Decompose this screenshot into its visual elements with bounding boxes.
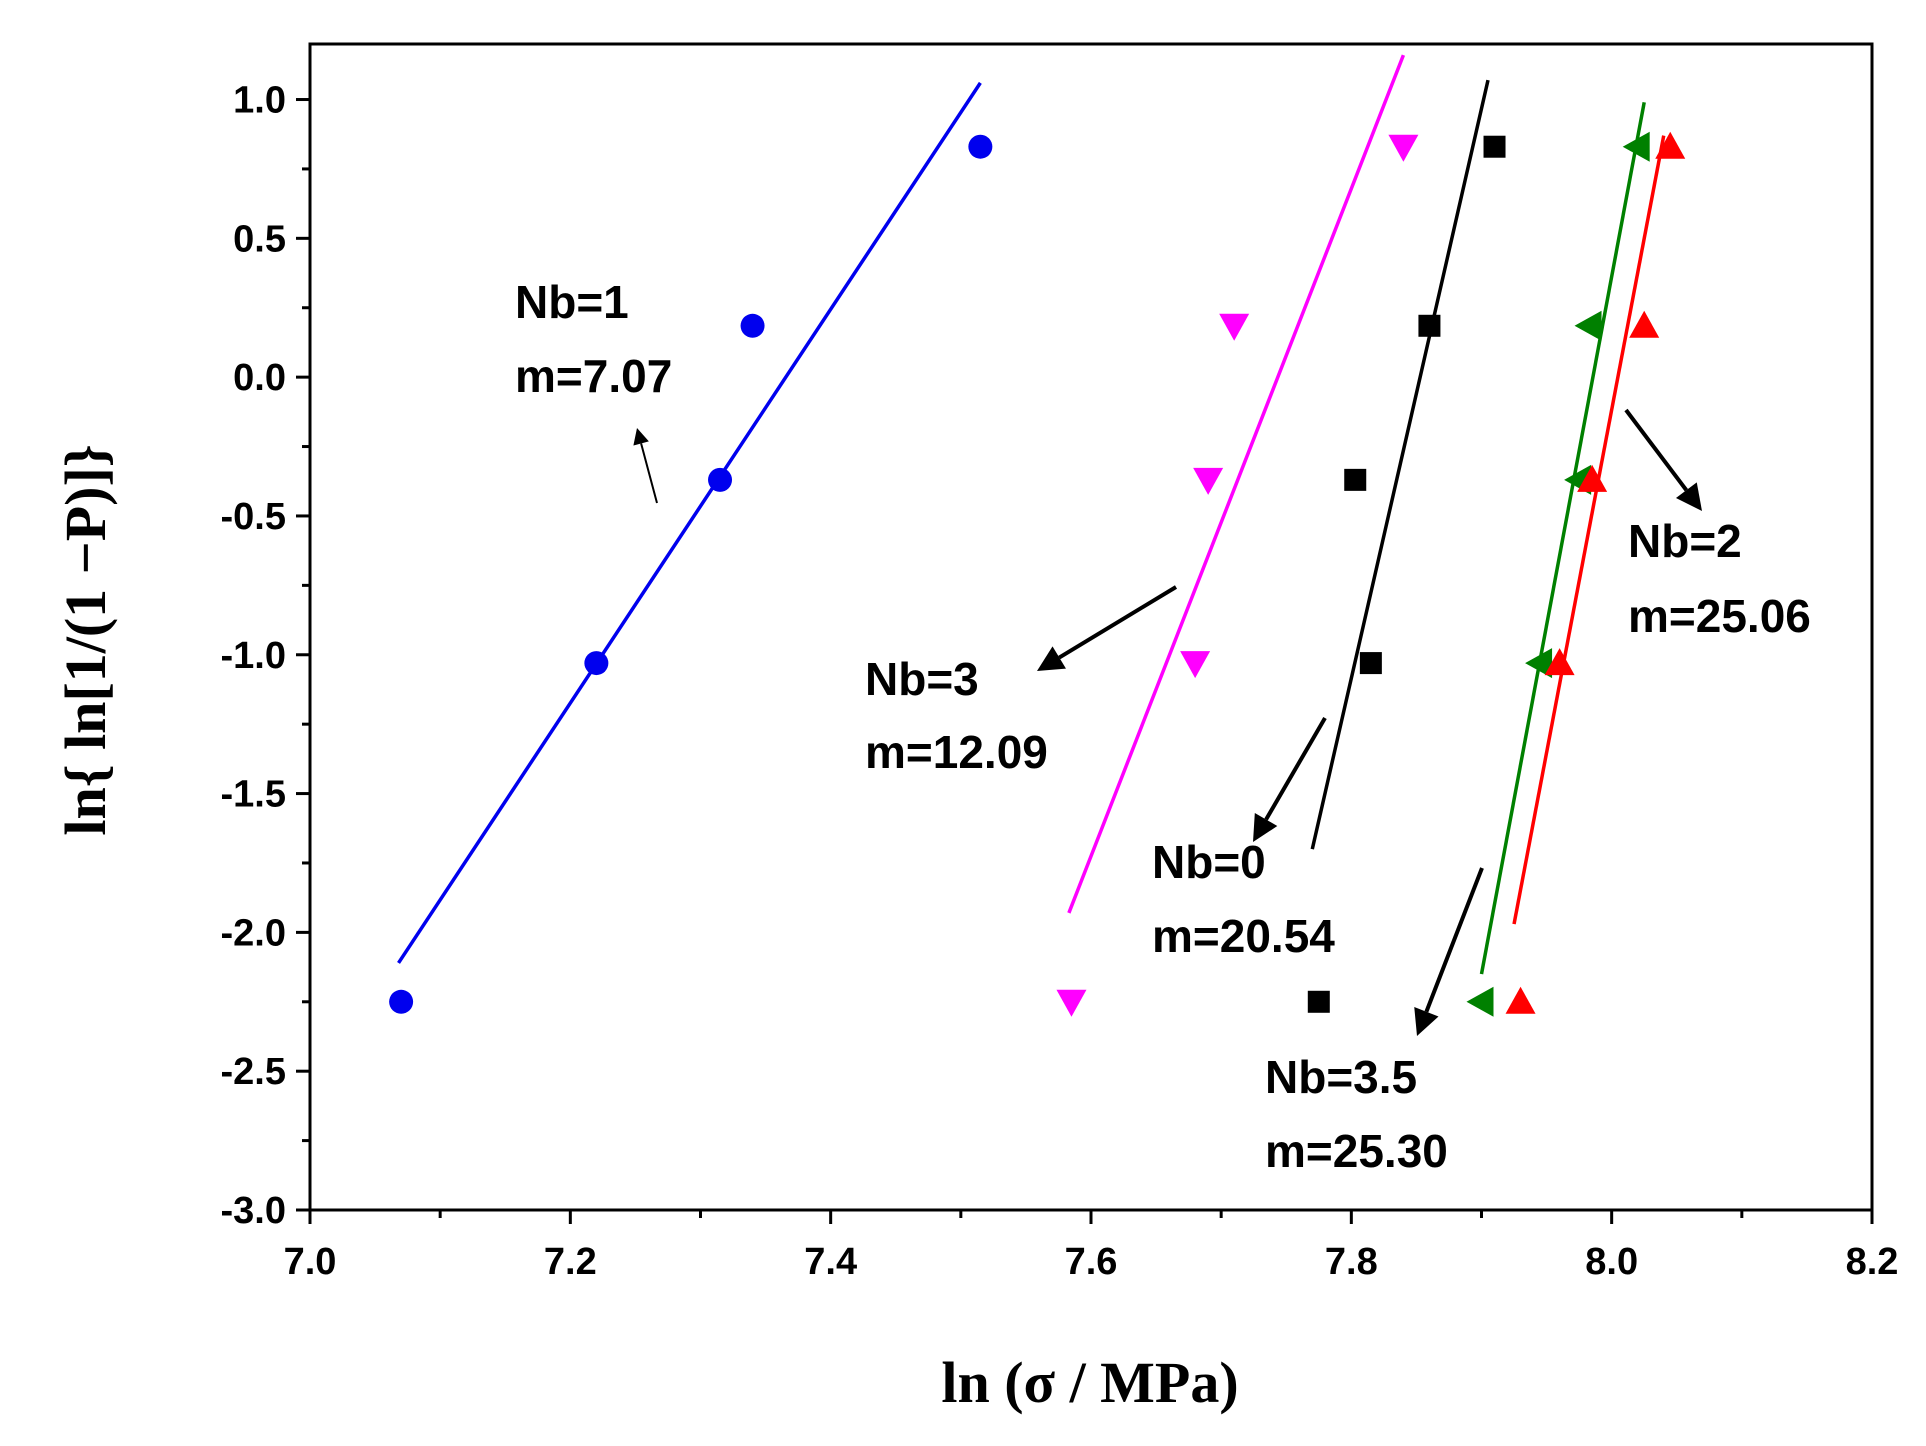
annotation-nb1-modulus: m=7.07 (515, 350, 672, 402)
data-point (584, 651, 609, 676)
y-tick-label: -1.0 (221, 635, 286, 677)
x-tick-label: 7.4 (804, 1241, 857, 1283)
annotation-nb3: Nb=3 m=12.09 (865, 653, 1048, 778)
annotation-nb1: Nb=1 m=7.07 (515, 276, 672, 402)
annotation-nb3-5-label: Nb=3.5 (1265, 1051, 1417, 1103)
x-axis-title: ln (σ / MPa) (941, 1350, 1238, 1415)
arrow-nb0-head (1253, 812, 1278, 842)
x-tick-label: 7.2 (544, 1241, 597, 1283)
data-point (1056, 989, 1087, 1017)
data-point (1525, 648, 1553, 679)
data-markers (389, 131, 1686, 1017)
data-point (1466, 986, 1494, 1017)
y-tick-label: 0.5 (233, 218, 286, 260)
y-tick-label: -2.5 (221, 1051, 286, 1093)
fit-line (1479, 101, 1646, 975)
data-point (1544, 648, 1575, 676)
annotation-nb1-label: Nb=1 (515, 276, 629, 328)
y-axis-title: ln{ ln[1/(1 −P)]} (53, 444, 118, 835)
arrow-nb2 (1624, 408, 1688, 492)
y-tick-label: -3.0 (221, 1190, 286, 1232)
annotation-nb0: Nb=0 m=20.54 (1152, 836, 1335, 962)
data-point (1219, 313, 1250, 341)
arrow-nb3-5-head (1414, 1007, 1439, 1036)
y-tick-label: -1.5 (221, 774, 286, 816)
x-tick-label: 7.6 (1065, 1241, 1118, 1283)
annotation-nb3-modulus: m=12.09 (865, 726, 1048, 778)
y-tick-label: -0.5 (221, 496, 286, 538)
axes: 7.0 7.2 7.4 7.6 7.8 8.0 8.2 1.0 0.5 0.0 -0.5 -1.0 -1… (221, 42, 1899, 1283)
annotation-nb0-modulus: m=20.54 (1152, 910, 1335, 962)
annotation-nb3-5-modulus: m=25.30 (1265, 1125, 1448, 1177)
data-point (1193, 467, 1224, 495)
data-point (1574, 310, 1602, 341)
data-point (1483, 135, 1506, 158)
y-tick-label: 0.0 (233, 357, 286, 399)
y-tick-label: -2.0 (221, 912, 286, 954)
x-tick-label: 8.2 (1846, 1241, 1899, 1283)
arrow-nb3-5 (1424, 867, 1484, 1013)
annotation-nb3-label: Nb=3 (865, 653, 979, 705)
data-point (1655, 131, 1686, 159)
annotation-nb2: Nb=2 m=25.06 (1628, 515, 1811, 642)
x-tick-label: 8.0 (1585, 1241, 1638, 1283)
fit-line (1512, 135, 1666, 925)
annotation-nb3-5: Nb=3.5 m=25.30 (1265, 1051, 1448, 1177)
x-tick-label: 7.8 (1325, 1241, 1378, 1283)
annotation-nb0-label: Nb=0 (1152, 836, 1266, 888)
annotation-nb2-label: Nb=2 (1628, 515, 1742, 567)
data-point (389, 989, 414, 1014)
x-tick-label: 7.0 (284, 1241, 337, 1283)
fit-line (397, 81, 982, 964)
fit-line (1310, 79, 1490, 850)
data-point (1622, 131, 1650, 162)
arrow-nb1 (640, 443, 658, 504)
annotation-nb2-modulus: m=25.06 (1628, 590, 1811, 642)
fit-line (1067, 54, 1406, 914)
y-tick-label: 1.0 (233, 80, 286, 122)
data-point (708, 467, 733, 492)
data-point (1344, 468, 1367, 491)
data-point (1388, 134, 1419, 162)
data-point (1418, 314, 1441, 337)
annotation-arrows (633, 408, 1702, 1036)
arrow-nb1-head (633, 428, 649, 446)
data-point (1307, 990, 1330, 1013)
arrow-nb3-head (1037, 646, 1066, 671)
data-point (968, 134, 993, 159)
data-point (1505, 986, 1536, 1014)
data-point (1629, 310, 1660, 338)
arrow-nb3 (1058, 585, 1178, 660)
fit-lines (397, 54, 1666, 975)
data-point (740, 313, 765, 338)
arrow-nb2-head (1675, 482, 1702, 511)
data-point (1577, 464, 1608, 492)
arrow-nb0 (1264, 716, 1327, 821)
data-point (1359, 652, 1382, 675)
data-point (1180, 651, 1211, 679)
